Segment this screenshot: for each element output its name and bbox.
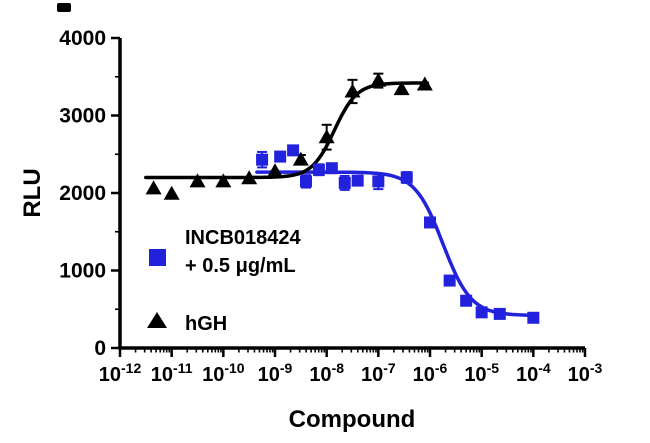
svg-text:2000: 2000 [59, 182, 106, 205]
fit-curves-layer [144, 81, 538, 318]
svg-text:3000: 3000 [59, 105, 106, 128]
svg-text:10-5: 10-5 [464, 360, 499, 386]
y-axis-title: RLU [19, 168, 46, 217]
data-points-layer [145, 72, 540, 324]
crop-artifact [57, 3, 71, 12]
svg-text:10-8: 10-8 [309, 360, 344, 386]
svg-text:10-4: 10-4 [516, 360, 551, 386]
svg-text:10-9: 10-9 [258, 360, 293, 386]
tick-labels-layer: 10-12 10-11 10-10 10-9 10-8 10-7 10-6 10-5 10-4 1… [59, 27, 602, 386]
chart-legend: INCB018424 + 0.5 μg/mL hGH [147, 227, 302, 335]
svg-text:10-7: 10-7 [361, 360, 396, 386]
tick-marks-layer [111, 36, 587, 357]
svg-text:10-3: 10-3 [568, 360, 603, 386]
svg-text:10-6: 10-6 [413, 360, 448, 386]
svg-text:10-10: 10-10 [202, 360, 245, 386]
svg-text:1000: 1000 [59, 260, 106, 283]
x-axis-title: Compound [289, 406, 416, 433]
legend-incb-marker [149, 249, 166, 266]
svg-text:0: 0 [94, 337, 106, 360]
legend-incb-label-line2: + 0.5 μg/mL [185, 255, 296, 277]
legend-hgh-label: hGH [185, 313, 227, 335]
svg-text:4000: 4000 [59, 27, 106, 50]
legend-incb-label-line1: INCB018424 [185, 227, 302, 249]
svg-text:10-12: 10-12 [99, 360, 142, 386]
legend-hgh-marker [147, 312, 167, 328]
svg-text:10-11: 10-11 [151, 360, 193, 386]
